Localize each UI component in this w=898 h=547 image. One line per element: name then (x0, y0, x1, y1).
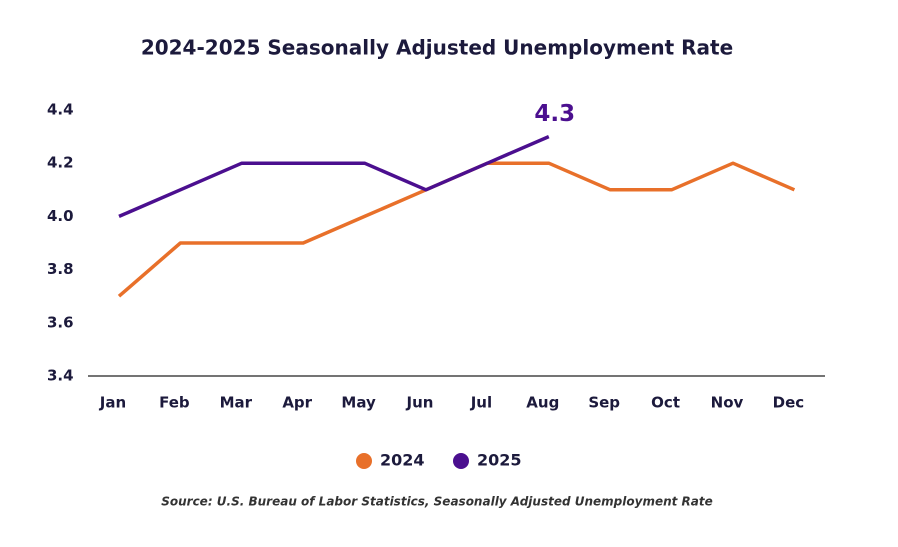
y-tick-label: 4.4 (47, 101, 74, 119)
x-tick-label: Mar (220, 394, 253, 412)
x-tick-label: Jun (406, 394, 434, 412)
x-tick-label: Dec (773, 394, 805, 412)
source-note: Source: U.S. Bureau of Labor Statistics,… (161, 495, 713, 509)
y-tick-label: 3.8 (47, 260, 74, 278)
x-tick-label: Nov (711, 394, 744, 412)
legend-marker (356, 453, 372, 469)
data-label: 4.3 (534, 101, 575, 127)
x-tick-label: Sep (588, 394, 620, 412)
y-tick-label: 4.2 (47, 154, 74, 172)
x-tick-label: Jul (470, 394, 492, 412)
legend-label: 2024 (380, 451, 425, 470)
y-tick-label: 3.4 (47, 367, 74, 385)
x-tick-label: Aug (526, 394, 559, 412)
series-line (117, 161, 796, 298)
x-tick-label: Jan (99, 394, 126, 412)
chart-title: 2024-2025 Seasonally Adjusted Unemployme… (141, 36, 733, 60)
legend-label: 2025 (477, 451, 522, 470)
x-tick-label: Feb (159, 394, 190, 412)
series-line (118, 134, 550, 219)
x-tick-label: Apr (282, 394, 312, 412)
x-tick-label: May (341, 394, 376, 412)
y-tick-label: 3.6 (47, 313, 74, 331)
legend-marker (453, 453, 469, 469)
y-tick-label: 4.0 (47, 207, 74, 225)
x-tick-label: Oct (651, 394, 680, 412)
